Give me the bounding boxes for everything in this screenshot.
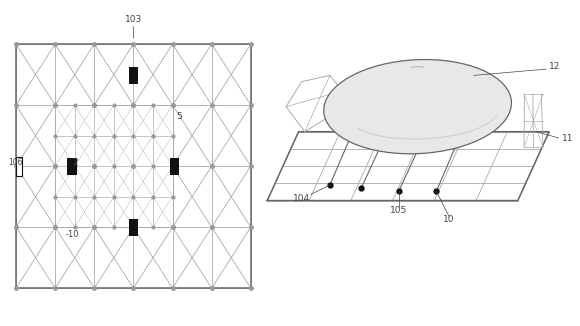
Text: 11: 11 — [561, 134, 573, 143]
Text: 103: 103 — [125, 15, 142, 23]
Text: 10: 10 — [443, 215, 455, 225]
Text: -10: -10 — [66, 230, 79, 240]
Bar — [16, 157, 22, 175]
Ellipse shape — [324, 60, 512, 154]
Bar — [129, 219, 138, 236]
Text: 2: 2 — [72, 158, 78, 168]
Bar — [129, 67, 138, 84]
Text: 106: 106 — [8, 158, 23, 168]
Bar — [67, 157, 77, 175]
Bar — [55, 105, 172, 227]
Text: 105: 105 — [390, 206, 407, 215]
Text: 104: 104 — [293, 194, 310, 202]
Text: 12: 12 — [549, 62, 560, 71]
Text: 5: 5 — [176, 111, 182, 121]
Bar — [169, 157, 179, 175]
